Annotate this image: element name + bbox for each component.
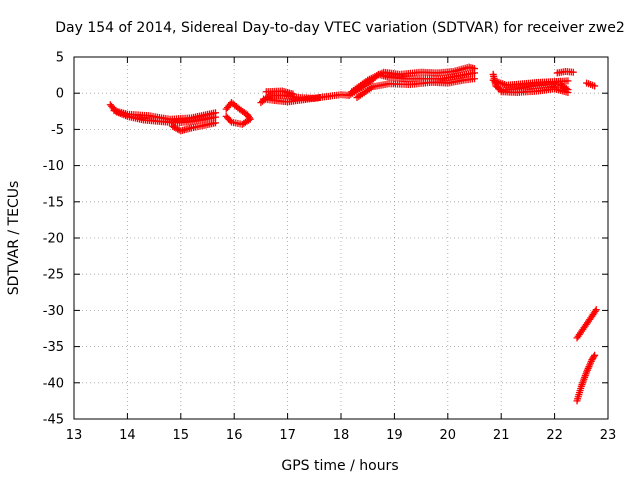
x-tick-label: 13 [66,428,83,443]
x-tick-label: 20 [440,428,457,443]
x-tick-label: 21 [493,428,510,443]
x-axis-title: GPS time / hours [281,458,398,474]
x-tick-label: 16 [226,428,243,443]
y-tick-label: -10 [43,159,64,174]
data-point [569,68,577,76]
x-tick-label: 14 [119,428,136,443]
y-tick-label: 0 [56,87,64,102]
x-tick-label: 23 [600,428,617,443]
data-point [564,88,572,96]
y-tick-label: -25 [43,268,64,283]
x-tick-label: 15 [173,428,190,443]
data-point [289,90,297,98]
data-point [590,353,598,361]
axis-ticks: 13 14 15 16 17 18 19 20 21 22 23 5 0 -5 -10 -15 -20 -25 -3… [43,51,617,444]
y-tick-label: -30 [43,304,64,319]
y-tick-label: -15 [43,195,64,210]
data-point [592,306,600,314]
data-point [224,114,232,122]
data-point [564,77,572,85]
x-tick-label: 17 [279,428,296,443]
data-point [471,65,478,73]
x-tick-label: 18 [333,428,350,443]
data-point [212,119,220,127]
y-tick-label: -40 [43,376,64,391]
y-tick-label: -5 [51,123,64,138]
data-point [222,112,230,120]
data-point [212,109,220,117]
data-points [106,63,600,405]
data-point [591,307,599,315]
y-tick-label: -20 [43,232,64,247]
data-point [591,351,599,359]
data-point [591,82,599,90]
x-tick-label: 22 [546,428,563,443]
y-tick-label: -45 [43,413,64,428]
data-point [316,94,324,102]
y-axis-title: SDTVAR / TECUs [6,181,22,296]
x-tick-label: 19 [386,428,403,443]
y-tick-label: -35 [43,340,64,355]
y-tick-label: 5 [56,51,64,66]
data-point [471,75,478,83]
chart-title: Day 154 of 2014, Sidereal Day-to-day VTE… [55,20,625,36]
grid [74,57,608,419]
